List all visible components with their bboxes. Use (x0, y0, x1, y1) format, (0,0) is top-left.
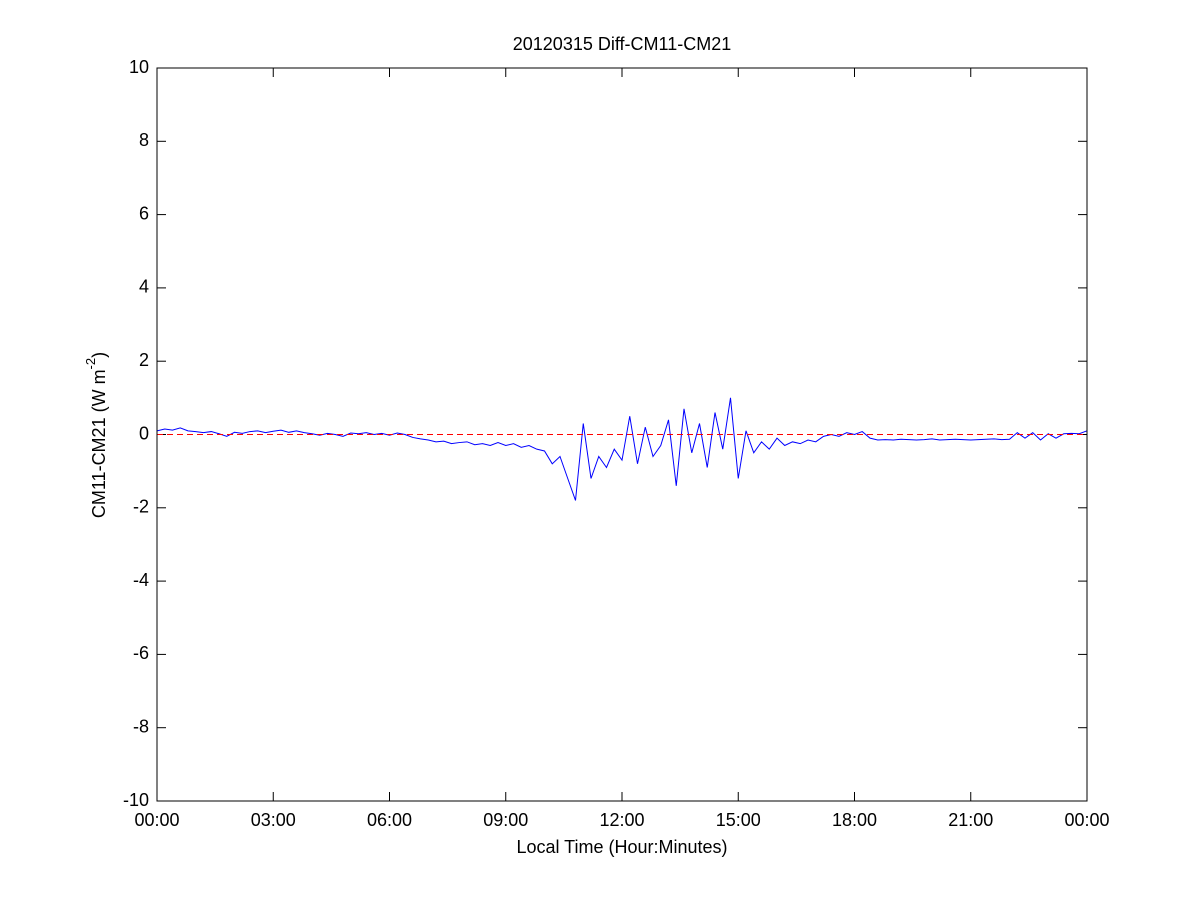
y-tick-label: 6 (139, 203, 149, 223)
y-label-superscript: -2 (83, 358, 98, 370)
y-tick-label: -10 (123, 790, 149, 810)
y-tick-label: 2 (139, 350, 149, 370)
y-tick-label: 0 (139, 423, 149, 443)
x-tick-label: 12:00 (599, 810, 644, 830)
y-tick-label: 4 (139, 277, 149, 297)
y-label-suffix: ) (89, 352, 109, 358)
x-axis-label: Local Time (Hour:Minutes) (516, 837, 727, 857)
x-tick-label: 09:00 (483, 810, 528, 830)
x-tick-label: 15:00 (716, 810, 761, 830)
data-line (156, 397, 1088, 501)
chart-title: 20120315 Diff-CM11-CM21 (513, 34, 731, 54)
y-tick-label: 8 (139, 130, 149, 150)
x-tick-label: 00:00 (1064, 810, 1109, 830)
y-axis-label: CM11-CM21 (W m-2) (83, 352, 108, 518)
y-label-text: CM11-CM21 (W m (89, 369, 109, 518)
x-tick-label: 03:00 (251, 810, 296, 830)
x-tick-label: 00:00 (134, 810, 179, 830)
y-tick-label: -2 (133, 497, 149, 517)
y-tick-label: -4 (133, 570, 149, 590)
x-tick-label: 21:00 (948, 810, 993, 830)
x-tick-label: 18:00 (832, 810, 877, 830)
y-tick-label: 10 (129, 57, 149, 77)
y-tick-label: -8 (133, 716, 149, 736)
y-tick-label: -6 (133, 643, 149, 663)
plot-frame (156, 67, 1088, 802)
x-tick-label: 06:00 (367, 810, 412, 830)
